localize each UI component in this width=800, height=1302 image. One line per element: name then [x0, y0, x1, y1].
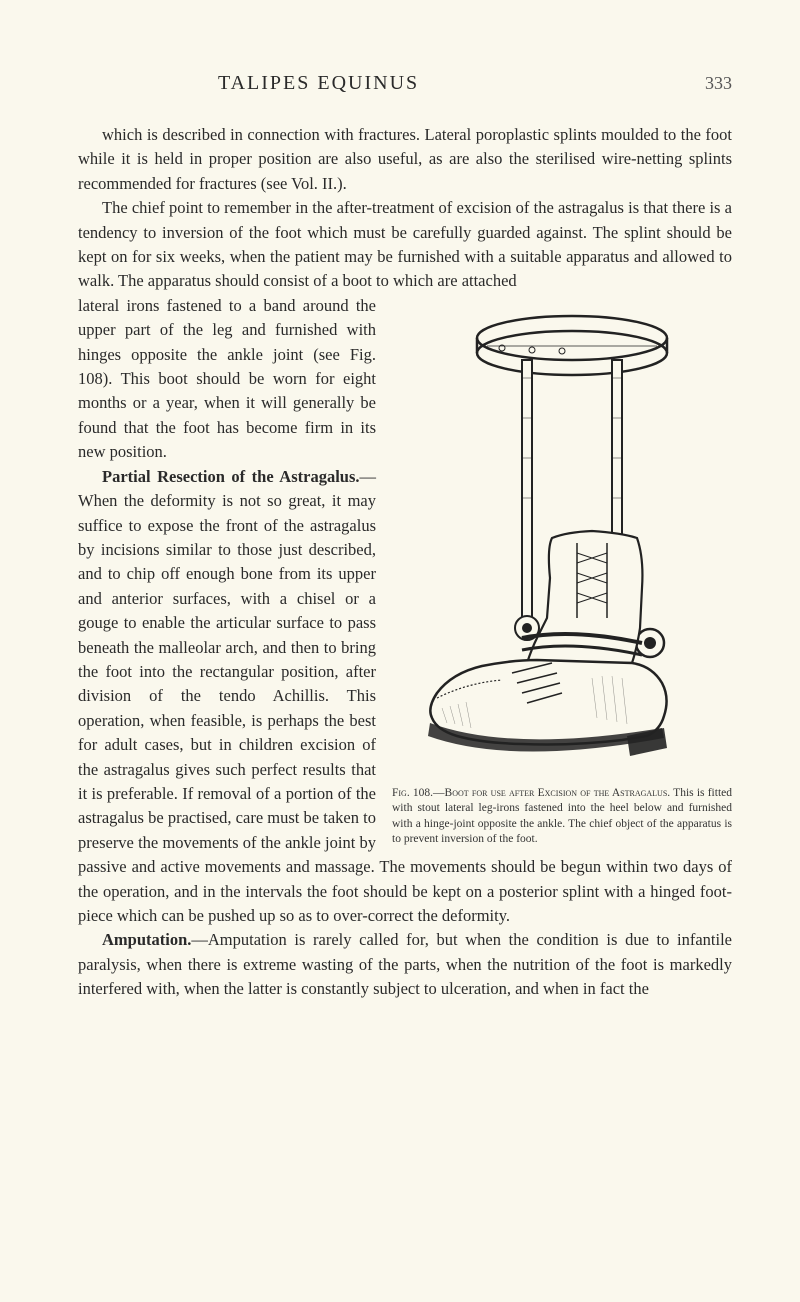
paragraph-2-text-b: lateral irons fastened to a band around … [78, 296, 376, 461]
paragraph-4: Amputation.—Amputation is rarely called … [78, 928, 732, 1001]
figure-108: Fig. 108.—Boot for use after Excision of… [392, 298, 732, 848]
page-body: which is described in connection with fr… [78, 123, 732, 1002]
section-amputation-label: Amputation. [102, 930, 191, 949]
figure-108-illustration [392, 298, 732, 778]
section-partial-resection-label: Partial Resection of the Astragalus. [102, 467, 360, 486]
page-number: 333 [705, 73, 732, 94]
paragraph-2-start: The chief point to remember in the after… [78, 196, 732, 294]
running-title: TALIPES EQUINUS [218, 72, 419, 95]
paragraph-1: which is described in connection with fr… [78, 123, 732, 196]
boot-brace-icon [392, 298, 732, 778]
figure-108-caption: Fig. 108.—Boot for use after Excision of… [392, 786, 732, 848]
page-header: TALIPES EQUINUS 333 [78, 72, 732, 95]
paragraph-2-text-a: The chief point to remember in the after… [78, 198, 732, 290]
figure-caption-lead: Fig. 108.—Boot for use after Excision of… [392, 787, 670, 799]
